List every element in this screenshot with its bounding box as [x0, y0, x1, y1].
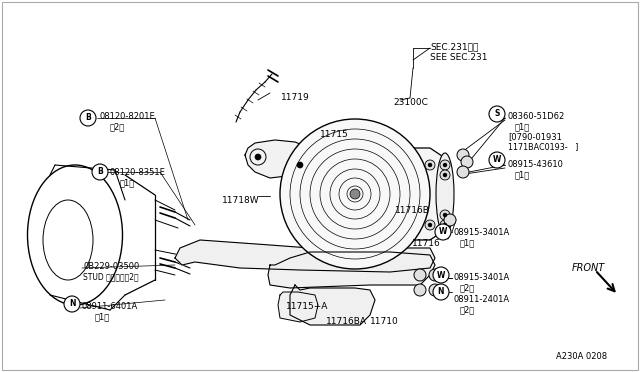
Text: 23100C: 23100C — [393, 98, 428, 107]
Text: ＜2＞: ＜2＞ — [460, 283, 476, 292]
Circle shape — [429, 284, 441, 296]
Circle shape — [443, 163, 447, 167]
Circle shape — [425, 160, 435, 170]
Circle shape — [457, 149, 469, 161]
Text: 08360-51D62: 08360-51D62 — [508, 112, 565, 121]
Polygon shape — [245, 140, 315, 178]
Text: ＜1＞: ＜1＞ — [460, 238, 476, 247]
Circle shape — [435, 224, 451, 240]
Text: ＜1＞: ＜1＞ — [515, 170, 531, 179]
Text: 08915-43610: 08915-43610 — [508, 160, 564, 169]
Circle shape — [440, 160, 450, 170]
Circle shape — [80, 110, 96, 126]
Text: B: B — [97, 167, 103, 176]
Text: 08911-6401A: 08911-6401A — [82, 302, 138, 311]
Polygon shape — [278, 292, 318, 322]
Text: 11715: 11715 — [320, 130, 349, 139]
Text: W: W — [493, 155, 501, 164]
Circle shape — [428, 223, 432, 227]
Text: ＜1＞: ＜1＞ — [95, 312, 110, 321]
Polygon shape — [295, 148, 445, 240]
Text: SEC.231参照: SEC.231参照 — [430, 42, 478, 51]
Text: FRONT: FRONT — [572, 263, 605, 273]
Text: S: S — [494, 109, 500, 119]
Circle shape — [425, 220, 435, 230]
Circle shape — [414, 284, 426, 296]
Circle shape — [255, 154, 261, 160]
Circle shape — [440, 170, 450, 180]
Polygon shape — [175, 240, 435, 272]
Circle shape — [297, 162, 303, 168]
Text: ＜1＞: ＜1＞ — [120, 178, 135, 187]
Text: 11715+A: 11715+A — [286, 302, 328, 311]
Polygon shape — [268, 252, 435, 288]
Text: 08915-3401A: 08915-3401A — [453, 273, 509, 282]
Circle shape — [92, 164, 108, 180]
Text: ＜1＞: ＜1＞ — [515, 122, 531, 131]
Ellipse shape — [293, 153, 307, 235]
Circle shape — [350, 189, 360, 199]
Text: N: N — [68, 299, 76, 308]
Circle shape — [64, 296, 80, 312]
Circle shape — [428, 163, 432, 167]
Text: 11716B: 11716B — [395, 206, 430, 215]
Polygon shape — [290, 285, 375, 325]
Text: 1171BAC0193-   ]: 1171BAC0193- ] — [508, 142, 579, 151]
Circle shape — [461, 156, 473, 168]
Circle shape — [429, 269, 441, 281]
Text: W: W — [437, 270, 445, 279]
Text: 11716: 11716 — [412, 239, 441, 248]
Text: 08120-8201E: 08120-8201E — [100, 112, 156, 121]
Text: B: B — [85, 113, 91, 122]
Text: ＜2＞: ＜2＞ — [460, 305, 476, 314]
Circle shape — [280, 119, 430, 269]
Text: 0B229-03500: 0B229-03500 — [83, 262, 140, 271]
Circle shape — [443, 173, 447, 177]
Text: STUD スタッド＜2＞: STUD スタッド＜2＞ — [83, 272, 139, 281]
Circle shape — [433, 267, 449, 283]
Circle shape — [440, 210, 450, 220]
Text: ＜2＞: ＜2＞ — [110, 122, 125, 131]
Ellipse shape — [436, 153, 454, 235]
Text: 11716BA: 11716BA — [326, 317, 367, 326]
Text: 11719: 11719 — [281, 93, 310, 102]
Text: N: N — [438, 288, 444, 296]
Circle shape — [433, 284, 449, 300]
Circle shape — [489, 106, 505, 122]
Text: 08915-3401A: 08915-3401A — [453, 228, 509, 237]
Circle shape — [443, 213, 447, 217]
Text: A230A 0208: A230A 0208 — [556, 352, 607, 361]
Circle shape — [444, 214, 456, 226]
Text: [0790-01931: [0790-01931 — [508, 132, 562, 141]
Text: 11718W: 11718W — [222, 196, 260, 205]
Circle shape — [489, 152, 505, 168]
Circle shape — [457, 166, 469, 178]
Circle shape — [443, 223, 447, 227]
Text: 08120-8351E: 08120-8351E — [110, 168, 166, 177]
Circle shape — [414, 269, 426, 281]
Text: W: W — [439, 228, 447, 237]
Text: 11710: 11710 — [370, 317, 399, 326]
Text: SEE SEC.231: SEE SEC.231 — [430, 53, 488, 62]
Text: 08911-2401A: 08911-2401A — [453, 295, 509, 304]
Circle shape — [440, 220, 450, 230]
